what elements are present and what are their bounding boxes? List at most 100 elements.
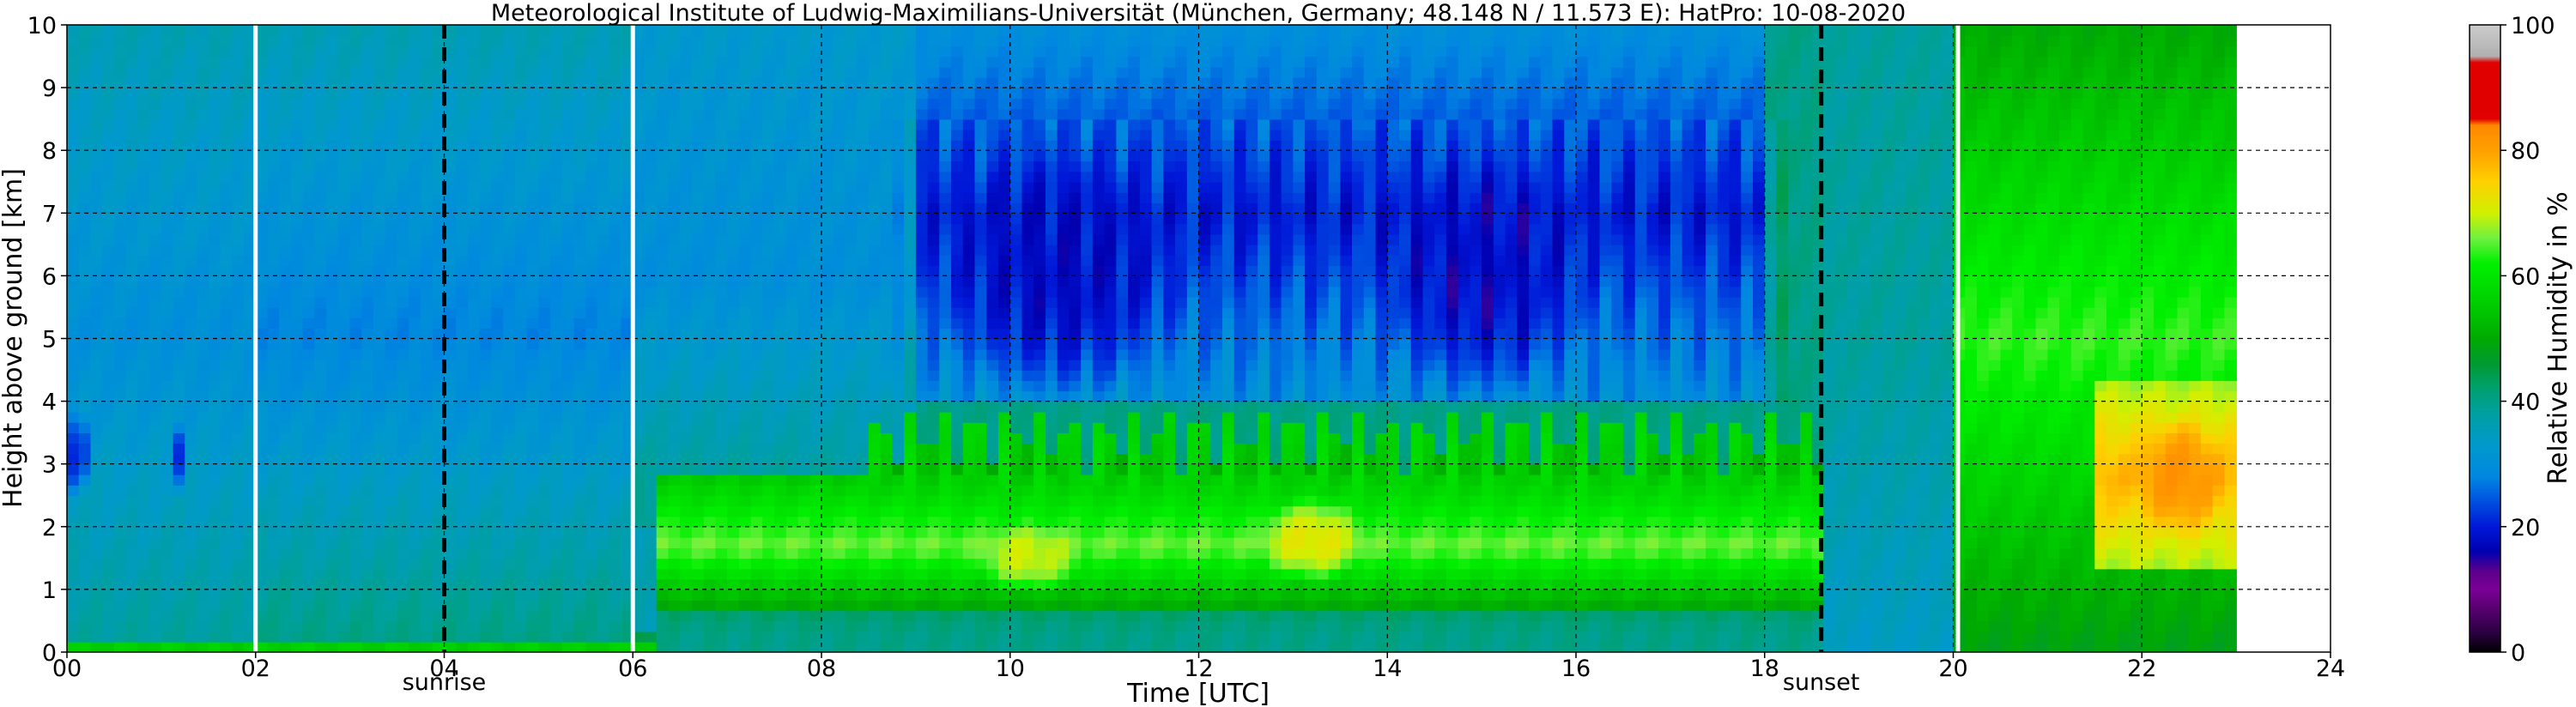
- heatmap-cell: [409, 631, 421, 643]
- heatmap-cell: [833, 432, 846, 444]
- heatmap-cell: [927, 181, 941, 193]
- heatmap-cell: [645, 275, 658, 287]
- heatmap-cell: [432, 76, 445, 88]
- heatmap-cell: [927, 265, 941, 277]
- heatmap-cell: [526, 453, 540, 465]
- heatmap-cell: [255, 359, 269, 371]
- heatmap-cell: [691, 150, 705, 162]
- heatmap-cell: [267, 275, 280, 287]
- heatmap-cell: [1021, 620, 1034, 632]
- heatmap-cell: [456, 558, 469, 570]
- heatmap-cell: [939, 505, 952, 517]
- heatmap-cell: [267, 600, 280, 612]
- heatmap-cell: [385, 328, 398, 340]
- heatmap-cell: [927, 56, 941, 68]
- heatmap-cell: [337, 610, 351, 622]
- heatmap-cell: [444, 244, 457, 256]
- heatmap-cell: [797, 35, 810, 47]
- heatmap-cell: [255, 631, 269, 643]
- heatmap-cell: [137, 578, 150, 590]
- heatmap-cell: [279, 610, 292, 622]
- heatmap-cell: [1009, 244, 1023, 256]
- heatmap-cell: [432, 275, 445, 287]
- heatmap-cell: [774, 600, 787, 612]
- heatmap-cell: [491, 589, 504, 601]
- heatmap-cell: [220, 443, 233, 455]
- heatmap-cell: [113, 380, 127, 392]
- heatmap-cell: [491, 348, 504, 360]
- heatmap-cell: [951, 631, 964, 643]
- heatmap-cell: [526, 348, 540, 360]
- heatmap-cell: [149, 558, 162, 570]
- heatmap-cell: [998, 547, 1011, 559]
- heatmap-cell: [349, 338, 363, 350]
- heatmap-cell: [514, 516, 528, 528]
- heatmap-cell: [680, 191, 693, 203]
- heatmap-cell: [986, 150, 999, 162]
- heatmap-cell: [102, 401, 115, 413]
- heatmap-cell: [479, 140, 493, 151]
- heatmap-cell: [927, 25, 941, 36]
- heatmap-cell: [503, 537, 516, 548]
- heatmap-cell: [833, 25, 846, 36]
- heatmap-cell: [750, 76, 764, 88]
- heatmap-cell: [904, 56, 917, 68]
- heatmap-cell: [633, 348, 646, 360]
- heatmap-cell: [892, 547, 905, 559]
- heatmap-cell: [491, 600, 504, 612]
- heatmap-cell: [797, 474, 810, 486]
- heatmap-cell: [797, 45, 810, 57]
- heatmap-cell: [915, 641, 929, 652]
- heatmap-cell: [491, 66, 504, 78]
- heatmap-cell: [421, 25, 433, 36]
- heatmap-cell: [220, 45, 233, 57]
- heatmap-cell: [774, 76, 787, 88]
- heatmap-cell: [302, 453, 316, 465]
- heatmap-cell: [668, 380, 681, 392]
- heatmap-cell: [1021, 35, 1034, 47]
- heatmap-cell: [337, 233, 351, 245]
- heatmap-cell: [656, 620, 670, 632]
- heatmap-cell: [479, 422, 493, 433]
- heatmap-cell: [208, 56, 221, 68]
- heatmap-cell: [185, 35, 197, 47]
- heatmap-cell: [526, 380, 540, 392]
- heatmap-cell: [974, 390, 987, 402]
- heatmap-cell: [797, 244, 810, 256]
- heatmap-cell: [703, 118, 717, 130]
- heatmap-cell: [220, 495, 233, 507]
- heatmap-cell: [727, 129, 740, 141]
- heatmap-cell: [797, 171, 810, 183]
- heatmap-cell: [762, 547, 775, 559]
- heatmap-cell: [409, 526, 421, 538]
- heatmap-cell: [444, 432, 457, 444]
- heatmap-cell: [479, 275, 493, 287]
- heatmap-cell: [785, 223, 799, 235]
- heatmap-cell: [468, 45, 481, 57]
- heatmap-cell: [67, 35, 80, 47]
- heatmap-cell: [432, 547, 445, 559]
- heatmap-cell: [585, 244, 598, 256]
- heatmap-cell: [762, 108, 775, 120]
- heatmap-cell: [267, 45, 280, 57]
- heatmap-cell: [1009, 537, 1023, 548]
- heatmap-cell: [314, 474, 327, 486]
- heatmap-cell: [621, 390, 633, 402]
- heatmap-cell: [974, 485, 987, 497]
- heatmap-cell: [774, 108, 787, 120]
- heatmap-cell: [680, 495, 693, 507]
- heatmap-cell: [927, 547, 941, 559]
- heatmap-cell: [845, 370, 858, 382]
- heatmap-cell: [573, 505, 587, 517]
- heatmap-cell: [78, 485, 92, 497]
- heatmap-cell: [255, 265, 269, 277]
- heatmap-cell: [444, 370, 457, 382]
- heatmap-cell: [491, 223, 504, 235]
- heatmap-cell: [680, 558, 693, 570]
- heatmap-cell: [738, 108, 752, 120]
- heatmap-cell: [633, 432, 646, 444]
- heatmap-cell: [785, 600, 799, 612]
- heatmap-cell: [645, 568, 658, 580]
- heatmap-cell: [291, 485, 304, 497]
- heatmap-cell: [880, 411, 894, 423]
